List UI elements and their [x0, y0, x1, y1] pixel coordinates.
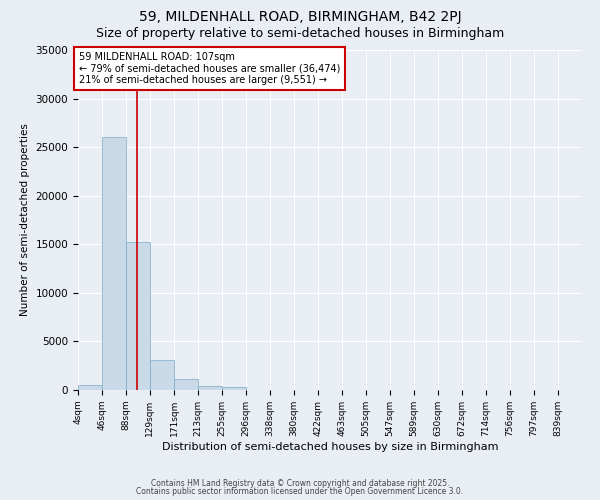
Bar	[78, 385, 102, 390]
Bar	[102, 138, 126, 390]
Text: Contains public sector information licensed under the Open Government Licence 3.: Contains public sector information licen…	[136, 487, 464, 496]
Text: 59 MILDENHALL ROAD: 107sqm
← 79% of semi-detached houses are smaller (36,474)
21: 59 MILDENHALL ROAD: 107sqm ← 79% of semi…	[79, 52, 341, 85]
Text: 59, MILDENHALL ROAD, BIRMINGHAM, B42 2PJ: 59, MILDENHALL ROAD, BIRMINGHAM, B42 2PJ	[139, 10, 461, 24]
Text: Size of property relative to semi-detached houses in Birmingham: Size of property relative to semi-detach…	[96, 28, 504, 40]
Bar	[198, 386, 222, 390]
Bar	[222, 387, 246, 390]
Y-axis label: Number of semi-detached properties: Number of semi-detached properties	[20, 124, 30, 316]
Bar	[150, 360, 174, 390]
X-axis label: Distribution of semi-detached houses by size in Birmingham: Distribution of semi-detached houses by …	[162, 442, 498, 452]
Bar	[126, 242, 150, 390]
Text: Contains HM Land Registry data © Crown copyright and database right 2025.: Contains HM Land Registry data © Crown c…	[151, 478, 449, 488]
Bar	[174, 380, 198, 390]
